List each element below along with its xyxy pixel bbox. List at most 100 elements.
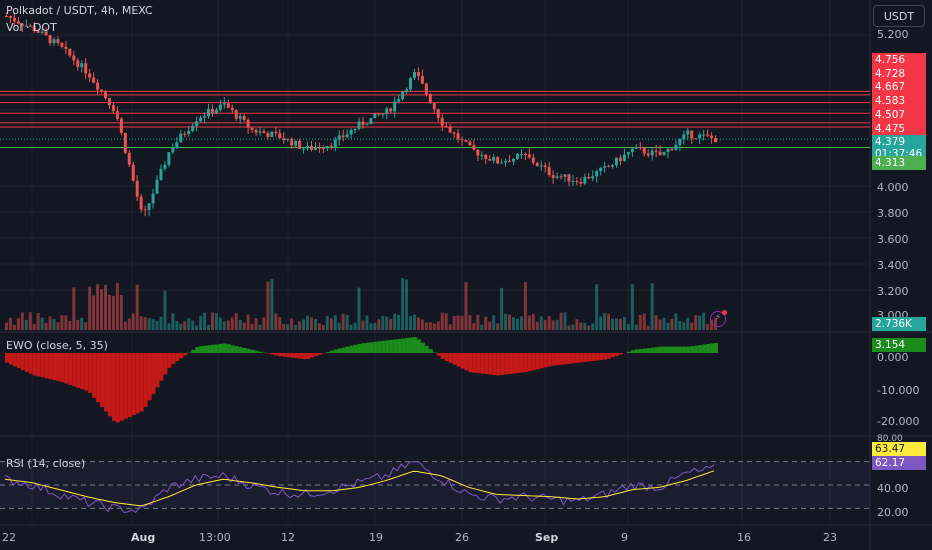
candle-body	[710, 135, 714, 139]
volume-bar	[563, 312, 567, 330]
ewo-bar	[508, 353, 513, 374]
candle-body	[24, 25, 28, 27]
ewo-bar	[242, 347, 247, 353]
ewo-bar	[104, 353, 108, 412]
volume-bar	[531, 313, 535, 330]
ewo-bar	[674, 346, 679, 353]
ewo-bar	[448, 353, 453, 363]
notification-dot-icon	[722, 310, 727, 315]
candle-body	[642, 147, 646, 154]
candle-body	[226, 103, 230, 108]
volume-bar	[694, 315, 698, 330]
volume-bar	[523, 282, 527, 330]
ewo-bar	[397, 338, 402, 353]
volume-bar	[405, 279, 409, 330]
ewo-bar	[310, 353, 314, 358]
ewo-bar	[127, 353, 132, 417]
currency-selector[interactable]: USDT	[873, 5, 925, 27]
volume-bar	[686, 317, 690, 330]
volume-bar	[654, 315, 658, 330]
candle-body	[278, 133, 282, 139]
ewo-bar	[543, 353, 548, 368]
volume-bar	[175, 321, 179, 330]
ewo-bar	[175, 353, 180, 362]
ewo-bar	[559, 353, 564, 365]
candle-body	[508, 161, 512, 163]
candle-body	[492, 157, 496, 161]
price-tick: 4.000	[877, 181, 909, 194]
ewo-bar	[337, 348, 342, 353]
ewo-bar	[464, 353, 469, 371]
candle-body	[222, 103, 226, 105]
ewo-bar	[266, 353, 271, 354]
candle-body	[460, 139, 464, 141]
volume-bar	[464, 282, 468, 330]
volume-bar	[159, 316, 163, 330]
candle-body	[654, 150, 658, 152]
ewo-bar	[527, 353, 532, 372]
candle-body	[583, 176, 587, 184]
ewo-bar	[595, 353, 600, 361]
candle-body	[187, 130, 191, 135]
candle-body	[650, 150, 654, 156]
candle-body	[587, 176, 591, 179]
volume-bar	[80, 317, 84, 330]
volume-bar	[210, 312, 214, 330]
candle-body	[405, 89, 409, 92]
candle-body	[468, 141, 472, 146]
ewo-bar	[123, 353, 128, 419]
candle-body	[496, 157, 500, 164]
time-tick: Aug	[131, 531, 156, 544]
candle-body	[401, 91, 405, 100]
volume-bar	[310, 317, 313, 330]
candle-body	[484, 154, 488, 160]
candle-body	[258, 131, 262, 133]
volume-legend[interactable]: Vol · DOT	[6, 21, 57, 34]
ewo-bar	[523, 353, 528, 373]
volume-bar	[131, 313, 135, 330]
volume-bar	[270, 279, 274, 330]
lightning-icon[interactable]: ⚡	[710, 311, 726, 327]
rsi-legend[interactable]: RSI (14, close)	[6, 457, 86, 470]
ewo-bar	[226, 344, 231, 353]
candle-body	[607, 166, 611, 168]
candle-body	[476, 149, 480, 156]
volume-bar	[492, 315, 496, 330]
ewo-bar	[44, 353, 49, 379]
candle-body	[567, 174, 571, 182]
ewo-bar	[555, 353, 560, 366]
volume-bar	[393, 313, 397, 330]
volume-bar	[266, 281, 270, 330]
ewo-bar	[163, 353, 168, 375]
volume-bar	[258, 324, 262, 330]
ewo-bar	[714, 342, 718, 353]
candle-body	[294, 140, 298, 146]
candle-body	[599, 167, 603, 172]
symbol-title[interactable]: Polkadot / USDT, 4h, MEXC	[6, 4, 153, 17]
volume-bar	[329, 318, 333, 330]
candle-body	[571, 181, 575, 183]
candle-body	[246, 119, 250, 128]
level-tag: 4.475	[872, 122, 926, 136]
volume-bar	[678, 320, 682, 330]
volume-bar	[551, 320, 555, 330]
candle-body	[563, 174, 567, 177]
rsi-tick: 80.00	[877, 434, 903, 444]
ewo-legend[interactable]: EWO (close, 5, 35)	[6, 339, 108, 352]
candle-body	[611, 165, 615, 167]
ewo-bar	[512, 353, 516, 374]
level-tag: 4.756	[872, 53, 926, 67]
candle-body	[618, 157, 622, 162]
ewo-bar	[286, 353, 291, 358]
candle-body	[266, 133, 270, 138]
ewo-bar	[615, 353, 619, 356]
ewo-bar	[8, 353, 13, 365]
ewo-bar	[52, 353, 57, 381]
ewo-bar	[575, 353, 580, 363]
ewo-bar	[428, 349, 433, 353]
ewo-bar	[100, 353, 105, 407]
ewo-tick: -20.000	[877, 415, 920, 428]
ewo-bar	[496, 353, 501, 376]
volume-bar	[191, 320, 195, 330]
